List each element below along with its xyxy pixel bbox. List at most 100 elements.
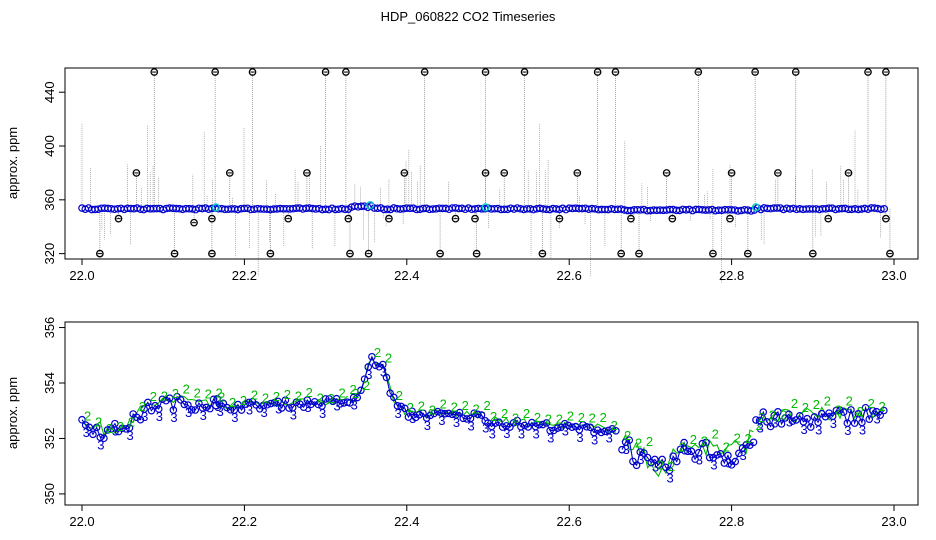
series-3-point bbox=[89, 430, 97, 439]
series-2-point-label: 2 bbox=[824, 393, 831, 408]
outlier-point bbox=[225, 169, 234, 177]
series-3-point bbox=[491, 419, 500, 427]
series-3-point bbox=[107, 425, 116, 433]
series-3-point bbox=[404, 413, 413, 421]
series-3-point bbox=[651, 455, 659, 464]
top-panel-x-tick-label: 23.0 bbox=[881, 268, 906, 283]
outlier-point bbox=[303, 169, 311, 177]
series-3-point-label: 3 bbox=[696, 453, 703, 468]
series-3-point bbox=[364, 363, 373, 371]
series-2-point-label: 2 bbox=[339, 385, 346, 400]
series-3-point bbox=[601, 427, 609, 436]
outlier-point bbox=[864, 68, 872, 76]
top-panel-raw-co2: 22.0 22.2 22.4 22.6 22.8 23.0 320 360 400 440 app… bbox=[5, 67, 919, 283]
series-3-point-label: 3 bbox=[547, 431, 554, 446]
top-panel-x-tick-label: 22.0 bbox=[69, 268, 94, 283]
series-3-point bbox=[586, 423, 595, 432]
outlier-point bbox=[190, 218, 198, 227]
series-3-point bbox=[349, 393, 358, 402]
series-3-point bbox=[564, 421, 573, 430]
series-2-point-label: 2 bbox=[734, 431, 741, 446]
series-3-point bbox=[408, 407, 416, 416]
series-3-point bbox=[502, 422, 511, 430]
series-3-point bbox=[506, 423, 514, 431]
series-3-point bbox=[158, 395, 167, 404]
series-3-point bbox=[263, 400, 271, 409]
series-3-point bbox=[763, 418, 771, 426]
outlier-point bbox=[611, 68, 620, 76]
series-3-point bbox=[118, 424, 126, 433]
series-3-point-label: 3 bbox=[623, 442, 630, 457]
series-3-point-label: 3 bbox=[591, 433, 598, 448]
series-2-point-label: 2 bbox=[473, 402, 480, 417]
series-2-point-label: 2 bbox=[611, 418, 618, 433]
series-3-point bbox=[517, 422, 525, 431]
series-3-point bbox=[546, 426, 554, 435]
series-3-point bbox=[796, 412, 804, 420]
series-3-point-label: 3 bbox=[83, 425, 90, 440]
series-3-point-label: 3 bbox=[666, 470, 673, 485]
series-2-point-label: 2 bbox=[251, 387, 258, 402]
series-3-point-label: 3 bbox=[652, 459, 659, 474]
top-panel-axes: 22.0 22.2 22.4 22.6 22.8 23.0 320 360 400 440 bbox=[42, 81, 907, 283]
series-3-point bbox=[474, 410, 482, 419]
series-3-point bbox=[658, 455, 666, 464]
series-3-point bbox=[444, 409, 453, 418]
series-2-point-label: 2 bbox=[128, 414, 135, 429]
series-3-point bbox=[618, 445, 626, 454]
series-3-point bbox=[713, 451, 721, 459]
series-2-point-label: 2 bbox=[758, 410, 765, 425]
series-3-point bbox=[691, 455, 699, 463]
series-2-line bbox=[487, 416, 616, 433]
series-3-point bbox=[880, 406, 888, 415]
series-3-point bbox=[680, 438, 688, 447]
top-panel-data-layer bbox=[78, 68, 894, 283]
series-3-point bbox=[612, 426, 620, 435]
outlier-point bbox=[248, 68, 257, 76]
outlier-point bbox=[555, 214, 564, 223]
bottom-panel-y-tick-label: 356 bbox=[42, 317, 57, 339]
series-2-point-label: 2 bbox=[352, 386, 359, 401]
series-2-point-label: 2 bbox=[490, 409, 497, 424]
series-2-point-label: 2 bbox=[295, 389, 302, 404]
series-3-point bbox=[876, 411, 884, 419]
series-3-line bbox=[755, 405, 885, 429]
series-3-point bbox=[136, 415, 145, 424]
series-3-point bbox=[303, 396, 312, 404]
series-3-point bbox=[209, 395, 218, 404]
outlier-point bbox=[364, 249, 373, 258]
series-3-point bbox=[632, 461, 641, 470]
series-3-point-label: 3 bbox=[231, 410, 238, 425]
series-3-point bbox=[400, 404, 409, 413]
outlier-point bbox=[500, 169, 509, 177]
series-3-point bbox=[640, 449, 648, 457]
series-3-point-label: 3 bbox=[319, 406, 326, 421]
flagged-point bbox=[366, 201, 375, 210]
series-2-point-label: 2 bbox=[317, 391, 324, 406]
series-3-point-label: 3 bbox=[380, 365, 387, 380]
series-3-point bbox=[165, 394, 174, 403]
series-3-point bbox=[854, 409, 863, 418]
series-3-point-label: 3 bbox=[260, 405, 267, 420]
series-3-point bbox=[665, 466, 674, 475]
series-3-point bbox=[285, 404, 293, 412]
series-3-point bbox=[430, 409, 438, 418]
series-2-point-label: 2 bbox=[363, 378, 370, 393]
series-3-point-label: 3 bbox=[468, 418, 475, 433]
series-3-point bbox=[184, 401, 192, 409]
outlier-point bbox=[627, 214, 635, 223]
series-3-point bbox=[292, 398, 301, 407]
series-2-point-label: 2 bbox=[284, 387, 291, 402]
series-3-point-label: 3 bbox=[757, 420, 764, 435]
series-2-point-label: 2 bbox=[868, 396, 875, 411]
series-3-point-label: 3 bbox=[725, 455, 732, 470]
series-2-point-label: 2 bbox=[451, 400, 458, 415]
series-3-point bbox=[85, 423, 94, 432]
series-2-point-label: 2 bbox=[306, 385, 313, 400]
bottom-panel-y-tick-label: 354 bbox=[42, 372, 57, 394]
outlier-point bbox=[617, 249, 626, 258]
mean-point bbox=[341, 205, 349, 214]
outlier-point bbox=[400, 169, 409, 177]
